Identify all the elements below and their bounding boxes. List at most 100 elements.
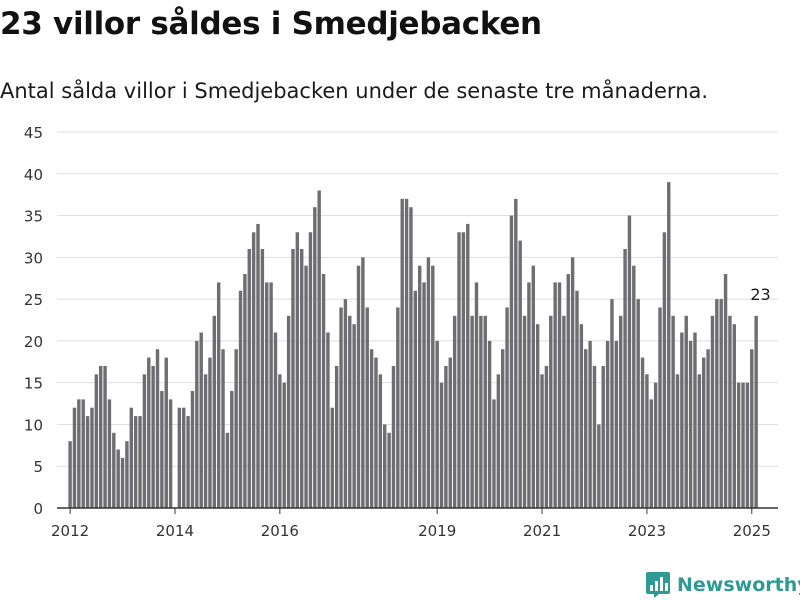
bar: [461, 232, 466, 508]
bar: [269, 282, 273, 508]
bar: [605, 340, 610, 508]
x-tick-label: 2016: [261, 522, 299, 540]
bar: [387, 432, 391, 508]
bar: [164, 357, 168, 508]
bar: [579, 324, 584, 508]
y-tick-label: 5: [33, 458, 43, 476]
bar: [439, 382, 444, 508]
bar: [186, 416, 190, 508]
bar: [138, 416, 142, 508]
bar: [90, 407, 94, 508]
bar: [147, 357, 151, 508]
bar: [741, 382, 745, 508]
bar: [356, 265, 361, 508]
bar: [81, 399, 85, 508]
bar: [391, 365, 396, 508]
bar: [282, 382, 286, 508]
bar: [129, 407, 133, 508]
bar: [566, 274, 570, 508]
bar: [653, 382, 658, 508]
bar: [549, 315, 553, 508]
brand-logo: Newsworthy: [645, 570, 800, 600]
bar: [273, 332, 278, 508]
bar: [636, 299, 640, 508]
bar: [610, 299, 614, 508]
bar: [413, 290, 418, 508]
bar: [195, 340, 199, 508]
bar: [365, 307, 369, 508]
bar: [417, 265, 422, 508]
x-tick-label: 2014: [156, 522, 194, 540]
bar: [426, 257, 431, 508]
bar: [614, 340, 619, 508]
bar: [238, 290, 243, 508]
x-tick-label: 2019: [418, 522, 456, 540]
x-tick-label: 2023: [628, 522, 666, 540]
bar: [444, 365, 448, 508]
bar: [317, 190, 321, 509]
bar: [265, 282, 269, 508]
bar: [116, 449, 120, 508]
bar: [710, 315, 715, 508]
bar: [697, 374, 702, 508]
bar: [680, 332, 684, 508]
y-tick-label: 45: [24, 124, 43, 142]
bar: [199, 332, 203, 508]
bar: [474, 282, 479, 508]
bar: [221, 349, 225, 508]
x-tick-label: 2012: [51, 522, 89, 540]
bar: [352, 324, 356, 508]
bar: [754, 315, 758, 508]
bar: [623, 248, 627, 509]
bar: [736, 382, 741, 508]
y-tick-label: 35: [24, 208, 43, 226]
bar: [203, 374, 208, 508]
bar: [208, 357, 212, 508]
bar: [334, 365, 339, 508]
bar: [601, 365, 605, 508]
bar: [522, 315, 527, 508]
bar: [452, 315, 457, 508]
y-tick-label: 25: [24, 291, 43, 309]
brand-name: Newsworthy: [677, 574, 800, 596]
bar: [448, 357, 452, 508]
bar: [225, 432, 230, 508]
bar: [527, 282, 531, 508]
page-subtitle: Antal sålda villor i Smedjebacken under …: [0, 79, 709, 103]
bar: [732, 324, 737, 508]
bar: [313, 207, 317, 508]
bar: [588, 340, 592, 508]
bar: [518, 240, 522, 508]
bar: [592, 365, 597, 508]
bar: [597, 424, 601, 508]
bar: [640, 357, 645, 508]
bar: [492, 399, 496, 508]
y-tick-label: 10: [24, 416, 43, 434]
bar: [400, 198, 404, 508]
bar: [378, 374, 383, 508]
bar: [77, 399, 81, 508]
bar: [632, 265, 636, 508]
bar: [256, 223, 260, 508]
bar: [470, 315, 474, 508]
bar: [251, 232, 256, 508]
bar: [535, 324, 540, 508]
y-tick-label: 40: [24, 166, 43, 184]
bar: [330, 407, 334, 508]
bar: [304, 265, 308, 508]
bar: [627, 215, 632, 508]
bar: [658, 307, 662, 508]
bar: [584, 349, 588, 508]
data-label: 23: [750, 285, 770, 304]
bar: [618, 315, 623, 508]
bar: [234, 349, 238, 508]
bar: [125, 441, 129, 508]
x-tick-label: 2025: [733, 522, 771, 540]
y-tick-label: 0: [33, 500, 43, 518]
bar: [348, 315, 352, 508]
bar: [688, 340, 693, 508]
bar: [168, 399, 173, 508]
bar: [160, 391, 164, 508]
bar: [94, 374, 99, 508]
